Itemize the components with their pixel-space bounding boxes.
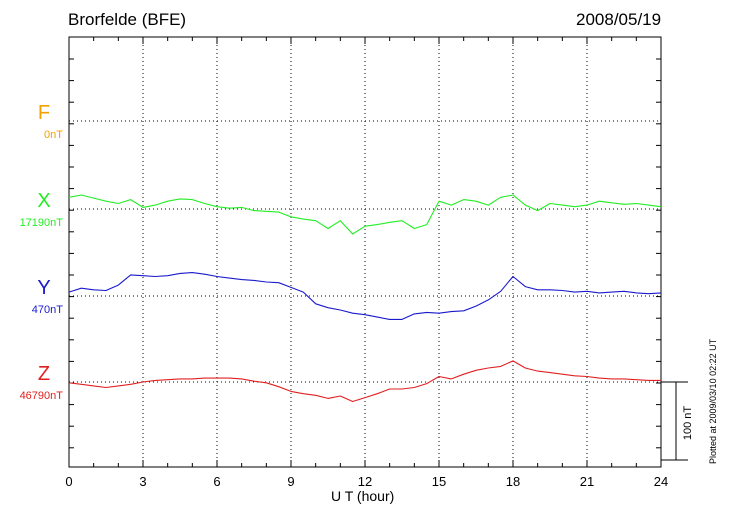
x-tick-label: 15 (432, 474, 446, 489)
station-title: Brorfelde (BFE) (68, 10, 187, 29)
series-letter-f: F (38, 102, 50, 124)
x-tick-label: 21 (580, 474, 594, 489)
grid (69, 37, 661, 467)
scale-bar-label: 100 nT (682, 406, 694, 441)
series-line-z (68, 360, 661, 403)
date-label: 2008/05/19 (576, 10, 662, 29)
x-tick-label: 24 (654, 474, 668, 489)
x-tick-label: 18 (506, 474, 520, 489)
series-baseline-y: 470nT (32, 304, 63, 316)
series-layer (68, 194, 662, 403)
x-axis-label: U T (hour) (331, 488, 395, 504)
series-line-x (68, 194, 662, 235)
x-tick-label: 12 (358, 474, 372, 489)
scale-bar: 100 nT (661, 381, 694, 461)
plotted-note: Plotted at 2009/03/10 02:22 UT (708, 338, 718, 464)
plot-frame: 0 3 6 9 12 15 18 21 24 (65, 36, 668, 489)
x-tick-label: 3 (139, 474, 146, 489)
labels-layer: F 0nT X 17190nT Y 470nT Z 46790nT (20, 102, 64, 402)
series-line-y (68, 272, 662, 320)
x-tick-label: 0 (65, 474, 72, 489)
x-tick-label: 9 (287, 474, 294, 489)
series-baseline-z: 46790nT (20, 390, 64, 402)
series-letter-x: X (37, 190, 50, 212)
series-letter-z: Z (38, 363, 50, 385)
series-baseline-x: 17190nT (20, 217, 64, 229)
series-baseline-f: 0nT (44, 129, 63, 141)
series-letter-y: Y (37, 277, 50, 299)
x-tick-label: 6 (213, 474, 220, 489)
